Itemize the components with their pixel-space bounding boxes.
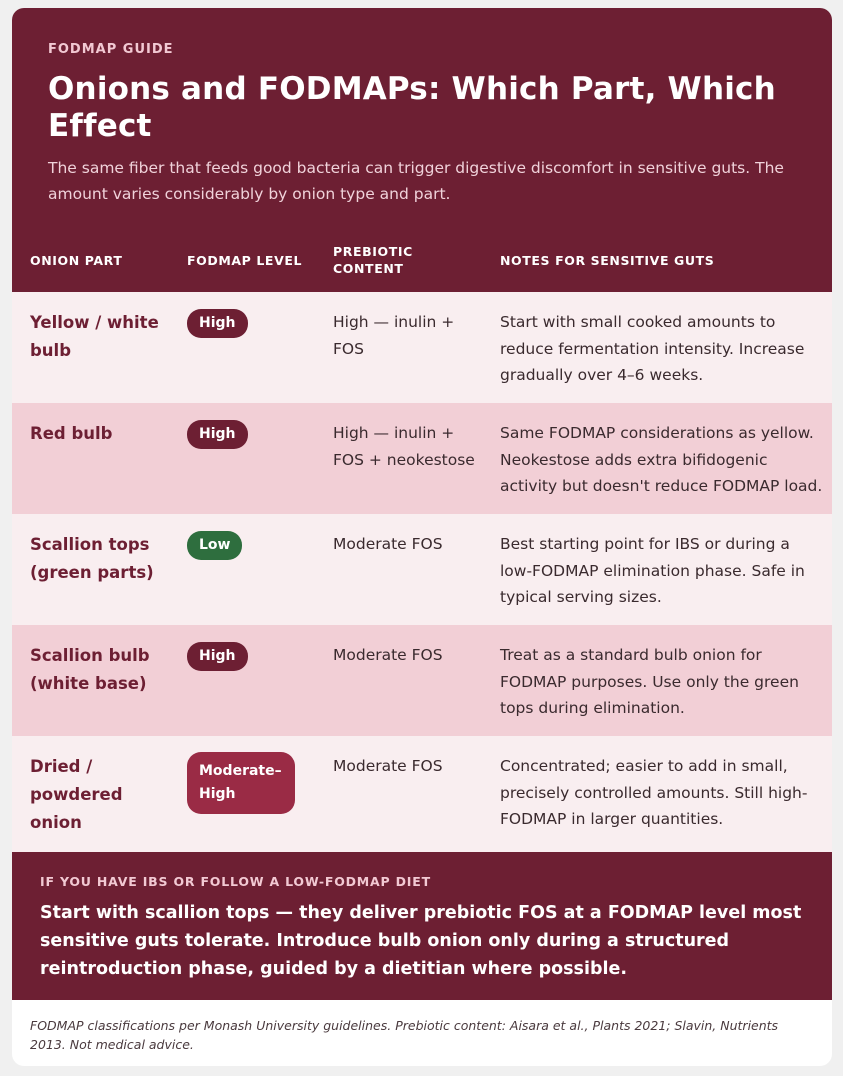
column-header-notes: NOTES FOR SENSITIVE GUTS: [500, 252, 715, 268]
notes-cell: Best starting point for IBS or during a …: [500, 535, 805, 606]
fodmap-level-badge: High: [187, 642, 248, 671]
fodmap-level-badge: High: [187, 420, 248, 449]
column-header-part: ONION PART: [30, 252, 123, 268]
prebiotic-content-cell: Moderate FOS: [333, 757, 443, 775]
notes-cell: Start with small cooked amounts to reduc…: [500, 313, 805, 384]
ibs-callout: IF YOU HAVE IBS OR FOLLOW A LOW-FODMAP D…: [12, 852, 832, 1000]
page-title: Onions and FODMAPs: Which Part, Which Ef…: [48, 71, 776, 144]
notes-cell: Treat as a standard bulb onion for FODMA…: [500, 646, 799, 717]
table-row: Scallion tops (green parts) Low Moderate…: [12, 514, 832, 625]
fodmap-level-cell: High: [187, 309, 248, 338]
table-row: Red bulb High High — inulin + FOS + neok…: [12, 403, 832, 514]
onion-part-cell: Scallion tops (green parts): [30, 535, 154, 582]
fodmap-level-cell: High: [187, 642, 248, 671]
table-header: ONION PART FODMAP LEVEL PREBIOTIC CONTEN…: [12, 228, 832, 292]
fodmap-level-cell: Low: [187, 531, 243, 560]
callout-text: Start with scallion tops — they deliver …: [40, 903, 802, 979]
fodmap-level-cell: High: [187, 420, 248, 449]
prebiotic-content-cell: Moderate FOS: [333, 535, 443, 553]
fodmap-level-badge: High: [187, 309, 248, 338]
notes-cell: Concentrated; easier to add in small, pr…: [500, 757, 808, 828]
eyebrow-label: FODMAP GUIDE: [48, 42, 174, 57]
onion-part-cell: Yellow / white bulb: [30, 313, 159, 360]
table-row: Scallion bulb (white base) High Moderate…: [12, 625, 832, 736]
guide-header: FODMAP GUIDE Onions and FODMAPs: Which P…: [12, 8, 832, 228]
fodmap-level-badge: Low: [187, 531, 243, 560]
column-header-prebiotic: PREBIOTIC CONTENT: [333, 244, 413, 276]
onion-part-cell: Scallion bulb (white base): [30, 646, 150, 693]
table-row: Dried / powdered onion Moderate–High Mod…: [12, 736, 832, 852]
prebiotic-content-cell: High — inulin + FOS: [333, 313, 455, 358]
callout-label: IF YOU HAVE IBS OR FOLLOW A LOW-FODMAP D…: [40, 874, 431, 889]
page-subtitle: The same fiber that feeds good bacteria …: [48, 159, 784, 203]
source-footnote: FODMAP classifications per Monash Univer…: [30, 1018, 779, 1052]
onion-part-cell: Dried / powdered onion: [30, 757, 123, 832]
onion-part-cell: Red bulb: [30, 424, 113, 443]
fodmap-level-cell: Moderate–High: [187, 752, 295, 814]
prebiotic-content-cell: Moderate FOS: [333, 646, 443, 664]
prebiotic-content-cell: High — inulin + FOS + neokestose: [333, 424, 475, 469]
notes-cell: Same FODMAP considerations as yellow. Ne…: [500, 424, 823, 495]
fodmap-level-badge: Moderate–High: [187, 752, 295, 814]
table-row: Yellow / white bulb High High — inulin +…: [12, 292, 832, 403]
fodmap-guide-card: FODMAP GUIDE Onions and FODMAPs: Which P…: [12, 8, 832, 1066]
column-header-level: FODMAP LEVEL: [187, 252, 303, 268]
